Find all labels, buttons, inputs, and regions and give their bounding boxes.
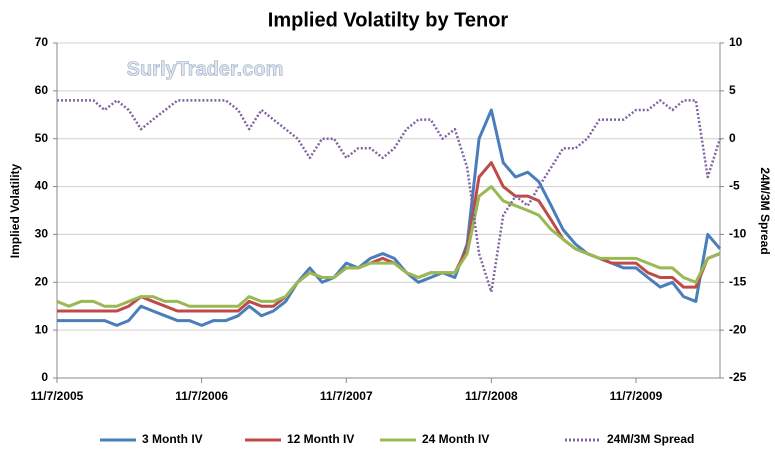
y2-tick-label: 5 xyxy=(729,83,736,97)
y-tick-label: 30 xyxy=(35,227,49,241)
y-tick-label: 50 xyxy=(35,131,49,145)
series-line xyxy=(57,161,721,313)
x-tick-label: 11/7/2005 xyxy=(31,389,84,403)
y-tick-label: 0 xyxy=(41,370,48,384)
x-tick-label: 11/7/2006 xyxy=(175,389,228,403)
legend-label: 12 Month IV xyxy=(287,432,354,446)
y-tick-label: 40 xyxy=(35,179,49,193)
x-tick-label: 11/7/2009 xyxy=(610,389,663,403)
y2-tick-label: -20 xyxy=(729,322,747,336)
y2-tick-label: -10 xyxy=(729,227,747,241)
chart-title: Implied Volatilty by Tenor xyxy=(268,9,509,31)
watermark: SurlyTrader.com xyxy=(127,58,284,80)
series-line xyxy=(57,108,722,327)
y-tick-label: 60 xyxy=(35,83,49,97)
y2-tick-label: -5 xyxy=(729,179,740,193)
series-line xyxy=(57,99,722,294)
x-tick-label: 11/7/2007 xyxy=(320,389,373,403)
y2-tick-label: -25 xyxy=(729,370,747,384)
x-tick-label: 11/7/2008 xyxy=(465,389,518,403)
y-tick-label: 20 xyxy=(35,274,49,288)
y2-tick-label: 10 xyxy=(729,35,743,49)
y2-tick-label: 0 xyxy=(729,131,736,145)
y-tick-label: 10 xyxy=(35,322,49,336)
legend-label: 24 Month IV xyxy=(422,432,489,446)
y-axis-label: Implied Volatility xyxy=(8,163,22,258)
y-tick-label: 70 xyxy=(35,35,49,49)
y2-tick-label: -15 xyxy=(729,274,747,288)
y2-axis-label: 24M/3M Spread xyxy=(758,167,772,254)
legend-label: 3 Month IV xyxy=(142,432,203,446)
legend-label: 24M/3M Spread xyxy=(607,432,694,446)
series-line xyxy=(56,185,721,308)
